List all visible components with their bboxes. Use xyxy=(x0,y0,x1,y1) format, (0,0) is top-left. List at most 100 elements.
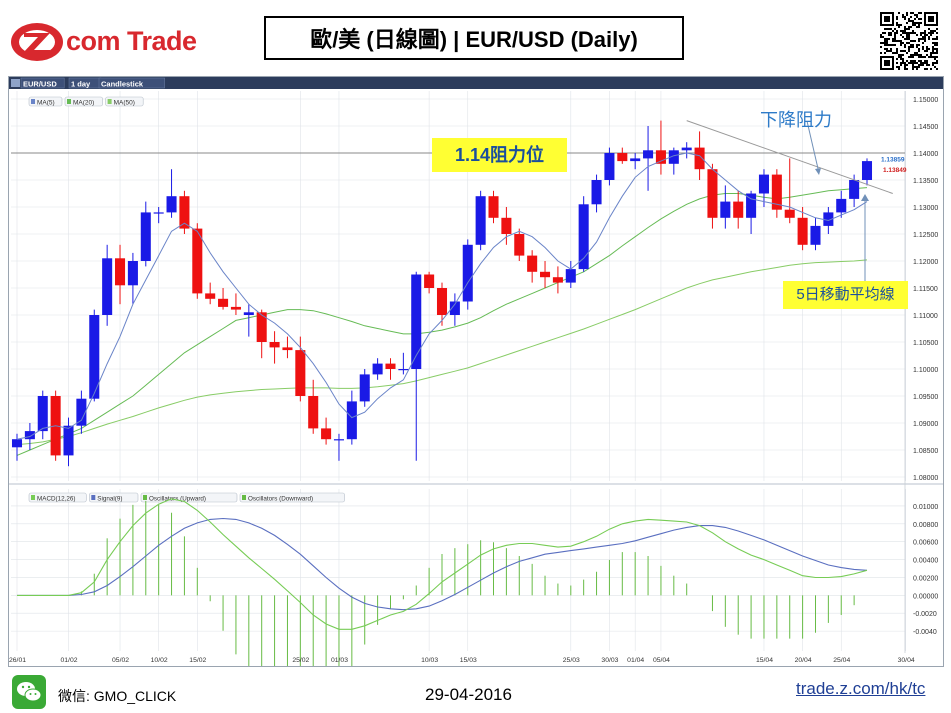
candle-body xyxy=(733,201,744,218)
x-tick-label: 30/04 xyxy=(898,657,915,664)
candle-body xyxy=(861,161,873,180)
macd-legend-swatch xyxy=(31,495,35,500)
candle-body xyxy=(436,288,448,315)
macd-tick-label: 0.00000 xyxy=(913,593,938,600)
candle xyxy=(514,228,525,261)
candle xyxy=(720,185,731,229)
candle-body xyxy=(823,212,834,226)
qr-code-icon xyxy=(880,12,938,70)
x-tick-label: 25/04 xyxy=(833,657,850,664)
x-axis-labels: 26/01 01/02 05/02 10/02 15/02 25/02 01/03 10/03… xyxy=(9,657,915,664)
candles xyxy=(11,120,873,467)
candle xyxy=(269,331,280,364)
candle-body xyxy=(89,315,100,399)
candle-body xyxy=(681,147,692,151)
price-macd-chart: EUR/USD 1 day Candlestick 1.15000 1.14500 1.1… xyxy=(9,77,943,666)
candle-body xyxy=(411,274,422,369)
x-tick-label: 05/02 xyxy=(112,657,129,664)
candle-body xyxy=(282,347,293,351)
macd-tick-label: -0.0040 xyxy=(913,629,937,636)
toolbar-bar xyxy=(9,77,943,89)
candle-body xyxy=(102,258,113,315)
x-tick-label: 25/03 xyxy=(563,657,580,664)
macd-line xyxy=(17,498,868,630)
candle xyxy=(424,271,435,294)
candle xyxy=(707,163,718,229)
x-tick-label: 15/03 xyxy=(460,657,477,664)
resistance-annotation: 1.14阻力位 xyxy=(432,138,567,172)
candle-body xyxy=(836,198,847,213)
candle-body xyxy=(333,439,344,441)
macd-grid: 0.01000 0.00800 0.00600 0.00400 0.00200 0.000… xyxy=(11,504,938,636)
candle xyxy=(385,358,396,380)
price-tick-label: 1.10000 xyxy=(913,367,938,374)
x-tick-label: 26/01 xyxy=(9,657,26,664)
macd-tick-label: 0.00200 xyxy=(913,575,938,582)
candle-body xyxy=(578,204,589,270)
candle xyxy=(630,153,641,170)
candle xyxy=(166,169,177,218)
macd-legend-label: Oscillators (Downward) xyxy=(248,496,313,503)
x-tick-label: 15/02 xyxy=(189,657,206,664)
price-legend-swatch xyxy=(107,99,112,104)
candle-body xyxy=(849,180,860,199)
candle xyxy=(411,271,422,461)
x-tick-label: 25/02 xyxy=(292,657,309,664)
candle xyxy=(604,147,615,186)
candle xyxy=(784,158,795,224)
candle xyxy=(488,190,499,224)
x-tick-label: 20/04 xyxy=(795,657,812,664)
candle-body xyxy=(668,150,679,164)
candle-body xyxy=(540,271,551,278)
candle xyxy=(140,201,151,267)
candle-body xyxy=(449,301,460,315)
x-tick-label: 05/04 xyxy=(653,657,670,664)
website-link[interactable]: trade.z.com/hk/tc xyxy=(796,679,926,698)
signal-line xyxy=(17,517,868,611)
candle xyxy=(333,433,344,461)
wechat-handle: 微信: GMO_CLICK xyxy=(58,688,177,704)
macd-legend: MACD(12,26) Signal(9) Oscillators (Upward)… xyxy=(28,492,345,503)
candle xyxy=(643,126,654,191)
last-bid-label: 1.13859 xyxy=(881,157,905,164)
price-legend-swatch xyxy=(31,99,35,104)
x-tick-label: 10/02 xyxy=(151,657,168,664)
zcom-logo-icon xyxy=(11,23,63,61)
candle xyxy=(230,293,241,315)
candle xyxy=(102,244,113,326)
ma5-line xyxy=(16,152,868,440)
price-tick-label: 1.08000 xyxy=(913,475,938,482)
price-legend-label: MA(50) xyxy=(114,100,135,107)
price-tick-label: 1.12000 xyxy=(913,259,938,266)
candle xyxy=(578,196,589,272)
candle xyxy=(127,252,138,305)
macd-legend-item xyxy=(239,492,345,503)
macd-legend-swatch xyxy=(91,495,96,500)
candle-body xyxy=(63,425,74,456)
candle-body xyxy=(746,193,757,218)
wechat-icon xyxy=(12,675,46,709)
macd-legend-swatch xyxy=(143,495,147,500)
candle-body xyxy=(179,196,190,229)
macd-legend-item xyxy=(28,492,87,503)
price-tick-label: 1.11000 xyxy=(913,313,938,320)
candle xyxy=(243,304,254,337)
x-tick-label: 01/03 xyxy=(331,657,348,664)
macd-legend-label: Signal(9) xyxy=(97,496,122,503)
macd-legend-item xyxy=(89,492,139,503)
price-legend-label: MA(5) xyxy=(37,100,55,107)
candle xyxy=(810,217,821,251)
toolbar-symbol-tab xyxy=(20,77,65,89)
candle-body xyxy=(243,312,254,315)
candle xyxy=(540,261,551,288)
x-tick-label: 10/03 xyxy=(421,657,438,664)
candle xyxy=(179,190,190,234)
candle xyxy=(681,142,692,159)
candle-body xyxy=(230,306,241,310)
candle-body xyxy=(462,244,473,302)
candle-body xyxy=(758,174,769,194)
price-tick-label: 1.10500 xyxy=(913,340,938,347)
macd-tick-label: 0.00600 xyxy=(913,540,938,547)
candle-body xyxy=(475,196,486,245)
candle-body xyxy=(11,439,23,448)
